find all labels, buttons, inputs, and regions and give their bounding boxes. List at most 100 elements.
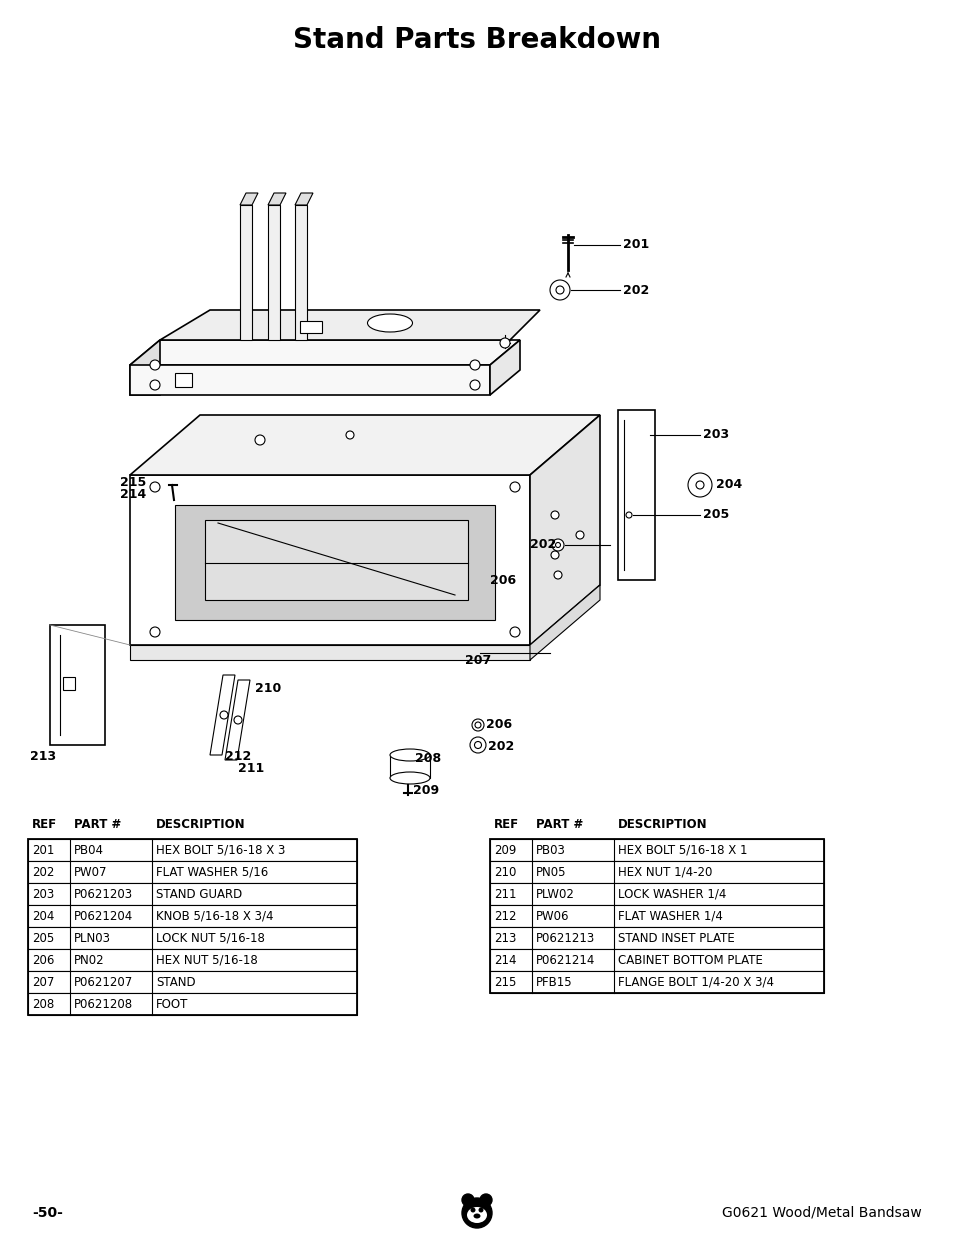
Text: PW07: PW07 xyxy=(74,866,108,878)
Text: 202: 202 xyxy=(32,866,54,878)
Text: PLW02: PLW02 xyxy=(536,888,575,900)
Bar xyxy=(28,993,356,1015)
Polygon shape xyxy=(268,193,286,205)
Text: P0621208: P0621208 xyxy=(74,998,133,1010)
Bar xyxy=(28,883,356,905)
Text: Stand Parts Breakdown: Stand Parts Breakdown xyxy=(293,26,660,54)
Text: HEX BOLT 5/16-18 X 3: HEX BOLT 5/16-18 X 3 xyxy=(156,844,285,857)
Text: STAND GUARD: STAND GUARD xyxy=(156,888,242,900)
Polygon shape xyxy=(299,321,322,333)
Text: FLANGE BOLT 1/4-20 X 3/4: FLANGE BOLT 1/4-20 X 3/4 xyxy=(618,976,773,988)
Polygon shape xyxy=(530,585,599,659)
Text: FLAT WASHER 1/4: FLAT WASHER 1/4 xyxy=(618,909,722,923)
Circle shape xyxy=(470,737,485,753)
Bar xyxy=(490,948,823,971)
Circle shape xyxy=(233,716,242,724)
Bar xyxy=(28,927,356,948)
Text: PB03: PB03 xyxy=(536,844,565,857)
Bar xyxy=(28,971,356,993)
Text: HEX NUT 5/16-18: HEX NUT 5/16-18 xyxy=(156,953,257,967)
Text: P0621213: P0621213 xyxy=(536,931,595,945)
Text: 212: 212 xyxy=(225,751,251,763)
Polygon shape xyxy=(268,205,280,340)
Text: PLN03: PLN03 xyxy=(74,931,111,945)
Text: 201: 201 xyxy=(622,238,649,252)
Text: 215: 215 xyxy=(120,475,146,489)
Polygon shape xyxy=(50,625,105,745)
Text: REF: REF xyxy=(32,819,57,831)
Text: 208: 208 xyxy=(32,998,54,1010)
Text: PFB15: PFB15 xyxy=(536,976,572,988)
Circle shape xyxy=(696,480,703,489)
Circle shape xyxy=(625,513,631,517)
Text: 213: 213 xyxy=(494,931,516,945)
Bar xyxy=(490,883,823,905)
Polygon shape xyxy=(225,680,250,760)
Circle shape xyxy=(470,380,479,390)
Text: PW06: PW06 xyxy=(536,909,569,923)
Polygon shape xyxy=(490,340,519,395)
Text: DESCRIPTION: DESCRIPTION xyxy=(618,819,707,831)
Text: HEX NUT 1/4-20: HEX NUT 1/4-20 xyxy=(618,866,712,878)
Bar xyxy=(490,971,823,993)
Circle shape xyxy=(510,482,519,492)
Polygon shape xyxy=(130,415,599,475)
Text: STAND INSET PLATE: STAND INSET PLATE xyxy=(618,931,734,945)
Text: CABINET BOTTOM PLATE: CABINET BOTTOM PLATE xyxy=(618,953,762,967)
Text: LOCK NUT 5/16-18: LOCK NUT 5/16-18 xyxy=(156,931,265,945)
Ellipse shape xyxy=(367,314,412,332)
Text: 204: 204 xyxy=(32,909,54,923)
Text: P0621203: P0621203 xyxy=(74,888,133,900)
Text: G0621 Wood/Metal Bandsaw: G0621 Wood/Metal Bandsaw xyxy=(721,1207,921,1220)
Circle shape xyxy=(556,287,563,294)
Bar xyxy=(28,905,356,927)
Circle shape xyxy=(551,511,558,519)
Bar xyxy=(490,861,823,883)
Circle shape xyxy=(687,473,711,496)
Polygon shape xyxy=(174,505,495,620)
Ellipse shape xyxy=(467,1207,486,1223)
Circle shape xyxy=(510,627,519,637)
Bar xyxy=(28,839,356,861)
Polygon shape xyxy=(294,193,313,205)
Text: 205: 205 xyxy=(32,931,54,945)
Circle shape xyxy=(475,722,480,727)
Text: LOCK WASHER 1/4: LOCK WASHER 1/4 xyxy=(618,888,725,900)
Text: 215: 215 xyxy=(494,976,516,988)
Text: 203: 203 xyxy=(32,888,54,900)
Circle shape xyxy=(470,359,479,370)
Text: 211: 211 xyxy=(494,888,516,900)
Circle shape xyxy=(150,482,160,492)
Text: PN05: PN05 xyxy=(536,866,566,878)
Circle shape xyxy=(554,571,561,579)
Polygon shape xyxy=(210,676,234,755)
Text: 201: 201 xyxy=(32,844,54,857)
Text: 202: 202 xyxy=(530,538,556,552)
Circle shape xyxy=(576,531,583,538)
Text: PART #: PART # xyxy=(74,819,121,831)
Circle shape xyxy=(478,1208,483,1213)
Polygon shape xyxy=(130,475,530,645)
Circle shape xyxy=(550,280,569,300)
Circle shape xyxy=(346,431,354,438)
Circle shape xyxy=(150,627,160,637)
Bar xyxy=(28,948,356,971)
Polygon shape xyxy=(618,410,655,580)
Text: 207: 207 xyxy=(464,655,491,667)
Text: 214: 214 xyxy=(494,953,516,967)
Text: 213: 213 xyxy=(30,750,56,762)
Text: STAND: STAND xyxy=(156,976,195,988)
Ellipse shape xyxy=(390,748,430,761)
Text: 205: 205 xyxy=(702,509,728,521)
Circle shape xyxy=(552,538,563,551)
Text: P0621207: P0621207 xyxy=(74,976,133,988)
Polygon shape xyxy=(130,366,490,395)
Bar xyxy=(490,927,823,948)
Text: 208: 208 xyxy=(415,752,440,764)
Text: PART #: PART # xyxy=(536,819,582,831)
Circle shape xyxy=(474,741,481,748)
Text: HEX BOLT 5/16-18 X 1: HEX BOLT 5/16-18 X 1 xyxy=(618,844,747,857)
Text: 203: 203 xyxy=(702,429,728,441)
Text: 204: 204 xyxy=(716,478,741,492)
Polygon shape xyxy=(130,645,530,659)
